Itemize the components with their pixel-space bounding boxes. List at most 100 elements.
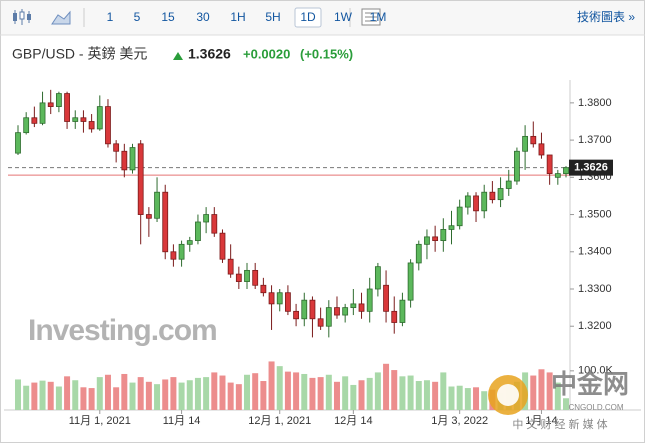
volume-bar bbox=[23, 385, 30, 410]
candle-icon[interactable] bbox=[13, 9, 31, 25]
volume-bar bbox=[432, 381, 439, 410]
table-icon[interactable] bbox=[361, 8, 381, 26]
candle-body bbox=[31, 117, 38, 124]
interval-button[interactable]: 1 bbox=[107, 10, 114, 24]
volume-bar bbox=[473, 387, 480, 410]
volume-bar bbox=[252, 373, 259, 410]
volume-bar bbox=[407, 375, 414, 410]
candle-body bbox=[244, 269, 250, 282]
interval-button[interactable]: 1M bbox=[370, 10, 387, 24]
technical-chart-link[interactable]: 技術圖表 » bbox=[577, 10, 635, 24]
volume-bar bbox=[440, 372, 447, 410]
candle-body bbox=[39, 102, 46, 124]
area-icon[interactable] bbox=[51, 10, 71, 25]
volume-bar bbox=[391, 370, 398, 410]
volume-bar bbox=[178, 382, 185, 410]
y-tick-label: 1.3800 bbox=[578, 97, 612, 109]
candle-body bbox=[55, 93, 62, 107]
candle-body bbox=[473, 195, 479, 212]
candle-body bbox=[325, 307, 332, 327]
volume-bar bbox=[342, 376, 349, 410]
candle-body bbox=[514, 150, 520, 182]
volume-bar bbox=[154, 384, 161, 410]
volume-bar bbox=[546, 372, 553, 410]
interval-button[interactable]: 5H bbox=[265, 10, 280, 24]
x-tick-label: 11月 1, 2021 bbox=[69, 415, 131, 427]
volume-bar bbox=[227, 382, 234, 410]
candle-body bbox=[252, 269, 259, 286]
toolbar bbox=[1, 1, 644, 35]
volume-bar bbox=[481, 391, 488, 410]
candle-body bbox=[186, 240, 193, 245]
interval-button[interactable]: 1H bbox=[230, 10, 245, 24]
volume-bar bbox=[554, 382, 561, 410]
candle-body bbox=[170, 251, 177, 260]
volume-bar bbox=[15, 379, 21, 410]
x-tick-label: 12月 1, 2021 bbox=[248, 415, 311, 427]
interval-button[interactable]: 30 bbox=[196, 10, 210, 24]
volume-bar bbox=[235, 384, 242, 410]
candle-body bbox=[64, 93, 70, 122]
candle-body bbox=[554, 173, 561, 178]
interval-button[interactable]: 15 bbox=[161, 10, 175, 24]
candle-body bbox=[23, 117, 30, 134]
x-tick-label: 1月 14 bbox=[525, 415, 557, 427]
volume-bar bbox=[113, 387, 120, 410]
candle-body bbox=[47, 102, 54, 107]
volume-bar bbox=[276, 366, 283, 410]
volume-bar bbox=[31, 382, 38, 410]
interval-button[interactable]: 1W bbox=[334, 10, 353, 24]
volume-bar bbox=[244, 374, 251, 410]
volume-bar bbox=[456, 385, 463, 410]
candle-body bbox=[317, 318, 324, 327]
volume-bar bbox=[350, 384, 357, 410]
last-price: 1.3626 bbox=[188, 46, 231, 62]
volume-bar bbox=[301, 373, 308, 410]
candle-body bbox=[399, 299, 406, 323]
candle-body bbox=[342, 307, 349, 316]
candle-body bbox=[456, 206, 463, 227]
last-price-tag-label: 1.3626 bbox=[574, 162, 608, 174]
instrument-title: GBP/USD - 英鎊 美元 bbox=[12, 46, 147, 62]
candle-body bbox=[227, 258, 234, 275]
volume-bar bbox=[129, 382, 136, 410]
candle-body bbox=[121, 150, 128, 171]
candle-body bbox=[358, 303, 365, 312]
interval-button[interactable]: 1D bbox=[300, 10, 316, 24]
volume-bar bbox=[64, 376, 71, 410]
volume-bar bbox=[39, 380, 46, 410]
volume-bar bbox=[186, 380, 193, 410]
volume-tick-label: 100.0K bbox=[578, 365, 614, 377]
candle-body bbox=[178, 243, 185, 260]
volume-bar bbox=[415, 381, 422, 410]
y-tick-label: 1.3700 bbox=[578, 134, 612, 146]
volume-bar bbox=[203, 377, 210, 410]
candle-body bbox=[415, 243, 422, 264]
volume-bar bbox=[333, 381, 340, 410]
candle-body bbox=[276, 292, 283, 305]
candle-body bbox=[383, 284, 389, 312]
y-tick-label: 1.3500 bbox=[578, 208, 612, 220]
candle-body bbox=[334, 307, 340, 316]
volume-bar bbox=[211, 372, 218, 410]
candle-body bbox=[260, 284, 267, 294]
candle-body bbox=[293, 310, 299, 320]
volume-bar bbox=[464, 388, 471, 410]
volume-bar bbox=[366, 377, 373, 410]
volume-bar bbox=[284, 371, 291, 410]
candle-body bbox=[448, 225, 455, 230]
price-change: +0.0020 bbox=[243, 46, 290, 61]
volume-bar bbox=[170, 377, 177, 410]
volume-bar bbox=[383, 363, 390, 410]
y-tick-label: 1.3300 bbox=[578, 283, 612, 295]
volume-bar bbox=[47, 381, 54, 410]
candle-body bbox=[235, 273, 242, 282]
candle-body bbox=[440, 229, 447, 242]
interval-button[interactable]: 5 bbox=[134, 10, 141, 24]
volume-bar bbox=[219, 375, 226, 410]
candle-body bbox=[113, 143, 120, 152]
candle-body bbox=[391, 310, 398, 323]
volume-bar bbox=[317, 377, 324, 410]
